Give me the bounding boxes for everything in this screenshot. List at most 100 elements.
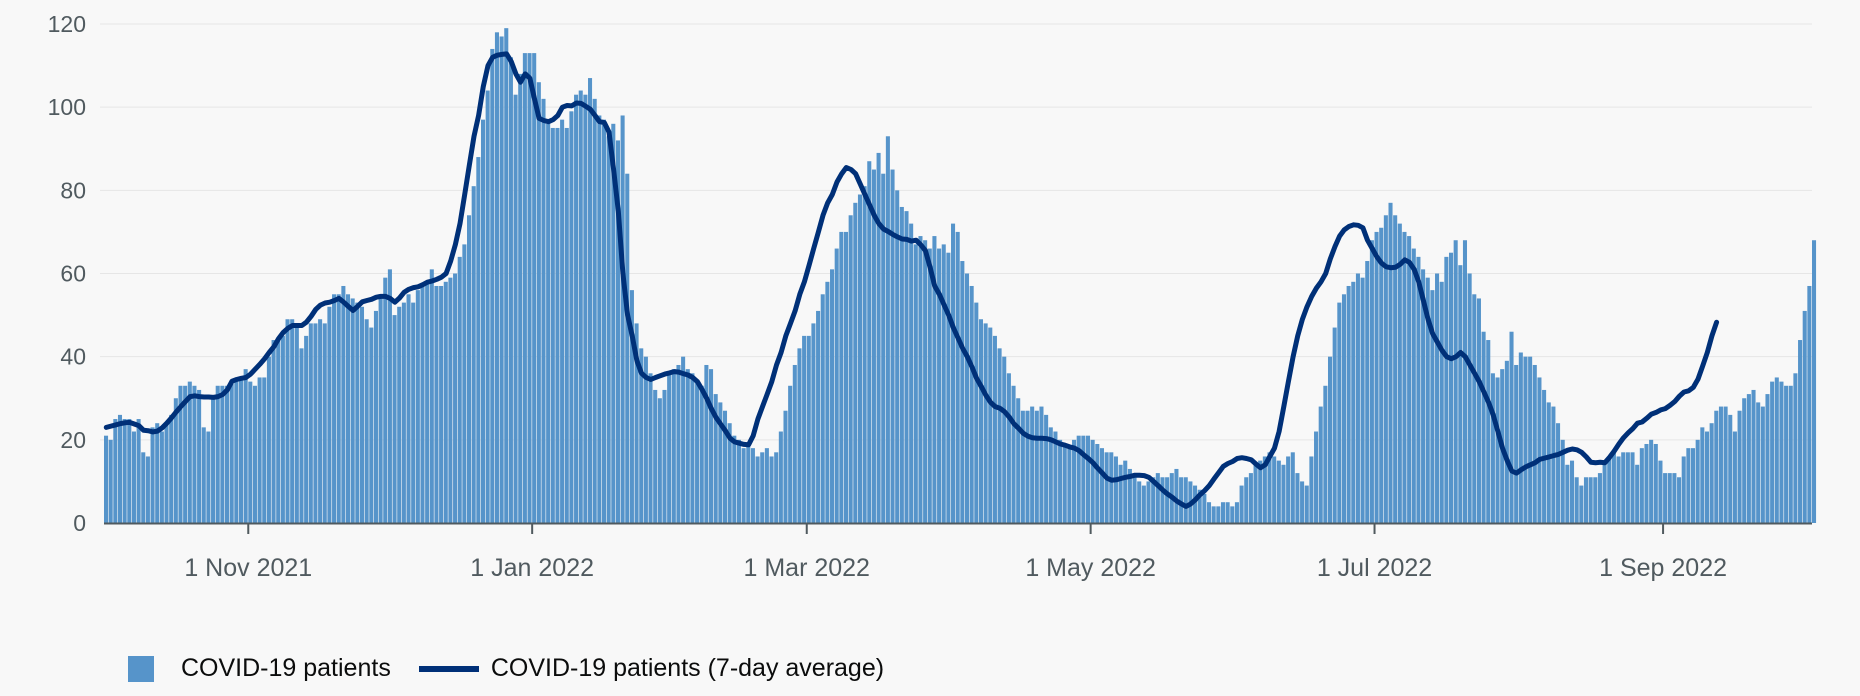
patient-bar <box>788 385 793 523</box>
patient-bar <box>127 419 132 523</box>
bar-series <box>104 28 1817 524</box>
patient-bar <box>1253 464 1258 523</box>
patient-bar <box>1788 385 1793 523</box>
patient-bar <box>318 319 323 523</box>
patient-bar <box>960 261 965 523</box>
patient-bar <box>1360 277 1365 523</box>
patient-bar <box>508 57 513 524</box>
patient-bar <box>513 94 518 524</box>
patient-bar <box>425 281 430 523</box>
patient-bar <box>1016 398 1021 523</box>
patient-bar <box>359 306 365 523</box>
patient-bar <box>1276 460 1281 523</box>
legend-item-line: COVID-19 patients (7-day average) <box>418 654 884 683</box>
patient-bar <box>1583 477 1589 523</box>
patient-bar <box>532 53 537 523</box>
patient-bar <box>1495 377 1500 523</box>
patient-bar <box>415 290 420 523</box>
patient-bar <box>769 456 774 523</box>
patient-bar <box>718 402 723 523</box>
patient-bar <box>1002 356 1007 523</box>
patient-bar <box>1309 456 1314 523</box>
x-tick-label: 1 Mar 2022 <box>744 554 870 582</box>
patient-bar <box>299 348 304 523</box>
patient-bar <box>285 319 290 523</box>
patient-bar <box>992 335 997 523</box>
patient-bar <box>709 369 714 523</box>
x-tick-label: 1 Jul 2022 <box>1317 554 1432 582</box>
patient-bar <box>397 306 402 523</box>
patient-bar <box>1113 456 1118 523</box>
patient-bar <box>904 211 909 523</box>
patient-bar <box>308 323 313 523</box>
patient-bar <box>1569 460 1575 523</box>
average-line <box>103 51 1720 509</box>
patient-bar <box>1216 506 1221 523</box>
legend-line-swatch <box>418 665 479 672</box>
patient-bar <box>1137 481 1142 523</box>
patient-bar <box>1658 460 1663 523</box>
patient-bar <box>764 448 769 523</box>
patient-bar <box>1770 381 1775 523</box>
patient-bar <box>1528 356 1533 523</box>
patient-bar <box>811 323 816 523</box>
patient-bar <box>1327 356 1333 523</box>
patient-bar <box>1304 485 1309 523</box>
patient-bar <box>867 161 872 523</box>
y-tick-label: 80 <box>60 177 86 203</box>
patient-bar <box>1006 373 1011 523</box>
patient-bar <box>1109 452 1114 523</box>
patient-bar <box>1597 473 1602 523</box>
patient-bar <box>1281 464 1286 523</box>
patient-bar <box>1616 456 1621 523</box>
patient-bar <box>606 136 611 523</box>
patient-bar <box>155 423 160 523</box>
patient-bar <box>1081 435 1086 523</box>
legend-bar-swatch <box>128 655 154 682</box>
patient-bar <box>1034 410 1039 523</box>
average-line-series <box>103 51 1720 509</box>
patient-bar <box>629 290 634 523</box>
patient-bar <box>820 294 825 523</box>
patient-bar <box>1151 477 1156 523</box>
patient-bar <box>597 115 602 523</box>
patient-bar <box>969 285 974 523</box>
patient-bar <box>797 348 802 523</box>
patient-bar <box>727 423 732 523</box>
patient-bar <box>108 439 113 523</box>
patient-bar <box>1058 439 1063 523</box>
patient-bar <box>1430 290 1435 523</box>
patient-bar <box>1425 277 1430 523</box>
patient-bar <box>1239 485 1244 523</box>
patient-bar <box>1183 477 1188 523</box>
patient-bar <box>592 98 597 523</box>
patient-bar <box>1807 285 1812 523</box>
patient-bar <box>1225 502 1230 523</box>
patient-bar <box>1728 414 1733 523</box>
patient-bar <box>225 385 230 523</box>
patient-bar <box>1206 502 1212 523</box>
patient-bar <box>1379 227 1384 523</box>
patient-bar <box>183 385 188 523</box>
patient-bar <box>1663 473 1668 523</box>
patient-bar <box>1630 452 1635 523</box>
patient-bar <box>1742 398 1747 523</box>
patient-bar <box>1123 460 1128 523</box>
patient-bar <box>462 244 467 523</box>
patient-bar <box>401 302 406 523</box>
patient-bar <box>313 323 318 523</box>
patient-bar <box>248 381 253 523</box>
patient-bar <box>113 419 118 523</box>
patient-bar <box>480 119 486 524</box>
patient-bar <box>1602 460 1607 523</box>
patient-bar <box>536 82 541 523</box>
patient-bar <box>1560 439 1565 523</box>
patient-bar <box>1165 477 1170 523</box>
patient-bar <box>1467 273 1472 523</box>
patient-bar <box>1751 389 1756 523</box>
patient-bar <box>280 335 285 523</box>
patient-bar <box>1411 248 1416 524</box>
patient-bar <box>1104 452 1109 523</box>
patient-bar <box>490 48 495 523</box>
patient-bar <box>951 223 956 523</box>
